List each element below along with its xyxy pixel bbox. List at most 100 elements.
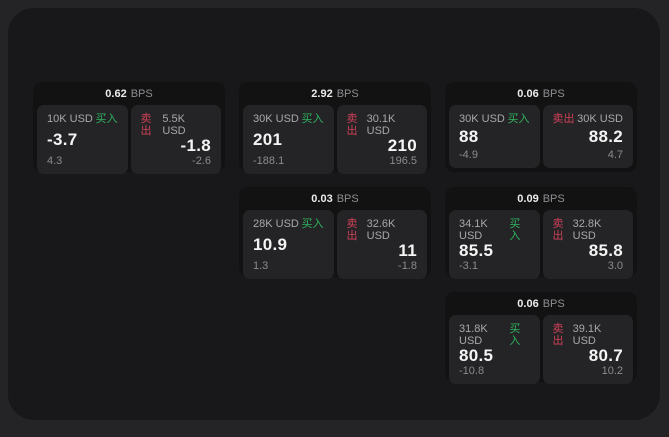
buy-amount-label: 28K USD xyxy=(253,218,299,230)
bps-value: 2.92 xyxy=(311,88,333,100)
buy-tile[interactable]: 34.1K USD 买入 85.5 -3.1 xyxy=(449,210,540,279)
sell-tag: 卖出 xyxy=(552,113,575,125)
buy-tag: 买入 xyxy=(509,323,521,347)
buy-amount-label: 31.8K USD xyxy=(459,323,488,347)
buy-tile[interactable]: 30K USD 买入 88 -4.9 xyxy=(449,105,540,168)
buy-tag: 买入 xyxy=(507,113,530,125)
quote-card: 0.09 BPS 34.1K USD 买入 85.5 -3.1 卖出 32.8K… xyxy=(445,187,637,279)
quote-card: 2.92 BPS 30K USD 买入 201 -188.1 卖出 30.1K … xyxy=(239,82,431,174)
buy-tag: 买入 xyxy=(95,113,118,125)
quote-card: 0.03 BPS 28K USD 买入 10.9 1.3 卖出 32.6K US… xyxy=(239,187,431,279)
sell-tile[interactable]: 卖出 39.1K USD 80.7 10.2 xyxy=(542,315,633,384)
bps-value: 0.06 xyxy=(517,298,539,310)
sell-price: 11 xyxy=(398,241,417,260)
sell-tag: 卖出 xyxy=(140,113,152,137)
bps-header: 0.06 BPS xyxy=(445,292,637,315)
sell-amount-label: 30K USD xyxy=(577,113,623,125)
buy-change: -188.1 xyxy=(253,155,285,167)
sell-amount-label: 32.8K USD xyxy=(572,218,602,242)
sell-tile-top: 卖出 32.6K USD xyxy=(347,218,418,242)
buy-change: -10.8 xyxy=(459,365,485,377)
sell-change: 4.7 xyxy=(607,149,623,161)
sell-tile[interactable]: 卖出 32.8K USD 85.8 3.0 xyxy=(542,210,633,279)
buy-tile[interactable]: 31.8K USD 买入 80.5 -10.8 xyxy=(449,315,540,384)
buy-amount-label: 34.1K USD xyxy=(459,218,488,242)
buy-price: 85.5 xyxy=(459,241,494,260)
tile-row: 34.1K USD 买入 85.5 -3.1 卖出 32.8K USD 85.8… xyxy=(445,210,637,283)
buy-price: 88 xyxy=(459,127,479,146)
bps-unit: BPS xyxy=(542,298,565,310)
sell-tile-top: 卖出 5.5K USD xyxy=(141,113,212,137)
bps-value: 0.62 xyxy=(105,88,127,100)
bps-header: 0.06 BPS xyxy=(445,82,637,105)
sell-tile-top: 卖出 30.1K USD xyxy=(347,113,418,137)
sell-tile-top: 卖出 39.1K USD xyxy=(553,323,624,347)
bps-value: 0.03 xyxy=(311,193,333,205)
buy-amount-label: 30K USD xyxy=(253,113,299,125)
sell-tile[interactable]: 卖出 30K USD 88.2 4.7 xyxy=(542,105,633,168)
buy-change: 4.3 xyxy=(47,155,63,167)
buy-tile-top: 34.1K USD 买入 xyxy=(459,218,530,242)
tile-row: 31.8K USD 买入 80.5 -10.8 卖出 39.1K USD 80.… xyxy=(445,315,637,388)
buy-change: -4.9 xyxy=(459,149,478,161)
buy-amount-label: 10K USD xyxy=(47,113,93,125)
buy-tag: 买入 xyxy=(301,218,324,230)
sell-price: -1.8 xyxy=(180,136,211,155)
sell-tile[interactable]: 卖出 32.6K USD 11 -1.8 xyxy=(336,210,427,279)
quote-card: 0.06 BPS 31.8K USD 买入 80.5 -10.8 卖出 39.1… xyxy=(445,292,637,384)
bps-unit: BPS xyxy=(542,88,565,100)
quote-card: 0.62 BPS 10K USD 买入 -3.7 4.3 卖出 5.5K USD… xyxy=(33,82,225,174)
sell-change: 10.2 xyxy=(601,365,623,377)
sell-tag: 卖出 xyxy=(552,218,564,242)
bps-header: 2.92 BPS xyxy=(239,82,431,105)
sell-change: 196.5 xyxy=(389,155,417,167)
sell-price: 80.7 xyxy=(588,346,623,365)
bps-value: 0.09 xyxy=(517,193,539,205)
sell-tile[interactable]: 卖出 5.5K USD -1.8 -2.6 xyxy=(130,105,221,174)
sell-change: 3.0 xyxy=(607,260,623,272)
buy-tile-top: 28K USD 买入 xyxy=(253,218,324,230)
sell-tile-top: 卖出 30K USD xyxy=(553,113,624,125)
buy-tag: 买入 xyxy=(301,113,324,125)
sell-amount-label: 30.1K USD xyxy=(366,113,396,137)
bps-header: 0.62 BPS xyxy=(33,82,225,105)
bps-header: 0.03 BPS xyxy=(239,187,431,210)
sell-change: -1.8 xyxy=(398,260,417,272)
quote-cards-grid: 0.62 BPS 10K USD 买入 -3.7 4.3 卖出 5.5K USD… xyxy=(33,82,637,384)
bps-value: 0.06 xyxy=(517,88,539,100)
sell-tile[interactable]: 卖出 30.1K USD 210 196.5 xyxy=(336,105,427,174)
buy-tag: 买入 xyxy=(509,218,521,242)
sell-change: -2.6 xyxy=(192,155,211,167)
sell-tile-top: 卖出 32.8K USD xyxy=(553,218,624,242)
buy-tile[interactable]: 30K USD 买入 201 -188.1 xyxy=(243,105,334,174)
sell-amount-label: 5.5K USD xyxy=(162,113,186,137)
buy-amount-label: 30K USD xyxy=(459,113,505,125)
buy-price: 80.5 xyxy=(459,346,494,365)
buy-tile-top: 10K USD 买入 xyxy=(47,113,118,125)
buy-tile-top: 30K USD 买入 xyxy=(459,113,530,125)
sell-tag: 卖出 xyxy=(346,113,358,137)
sell-tag: 卖出 xyxy=(346,218,358,242)
quote-card: 0.06 BPS 30K USD 买入 88 -4.9 卖出 30K USD 8… xyxy=(445,82,637,172)
bps-unit: BPS xyxy=(130,88,153,100)
buy-price: 201 xyxy=(253,130,283,149)
buy-change: -3.1 xyxy=(459,260,478,272)
buy-tile[interactable]: 28K USD 买入 10.9 1.3 xyxy=(243,210,334,279)
buy-change: 1.3 xyxy=(253,260,269,272)
sell-price: 210 xyxy=(387,136,417,155)
sell-price: 88.2 xyxy=(588,127,623,146)
sell-price: 85.8 xyxy=(588,241,623,260)
tile-row: 30K USD 买入 201 -188.1 卖出 30.1K USD 210 1… xyxy=(239,105,431,178)
sell-amount-label: 32.6K USD xyxy=(366,218,396,242)
bps-header: 0.09 BPS xyxy=(445,187,637,210)
buy-tile[interactable]: 10K USD 买入 -3.7 4.3 xyxy=(37,105,128,174)
bps-unit: BPS xyxy=(542,193,565,205)
buy-tile-top: 31.8K USD 买入 xyxy=(459,323,530,347)
buy-price: 10.9 xyxy=(253,235,288,254)
sell-tag: 卖出 xyxy=(552,323,564,347)
buy-price: -3.7 xyxy=(47,130,78,149)
tile-row: 28K USD 买入 10.9 1.3 卖出 32.6K USD 11 -1.8 xyxy=(239,210,431,283)
sell-amount-label: 39.1K USD xyxy=(572,323,602,347)
tile-row: 30K USD 买入 88 -4.9 卖出 30K USD 88.2 4.7 xyxy=(445,105,637,172)
tile-row: 10K USD 买入 -3.7 4.3 卖出 5.5K USD -1.8 -2.… xyxy=(33,105,225,178)
